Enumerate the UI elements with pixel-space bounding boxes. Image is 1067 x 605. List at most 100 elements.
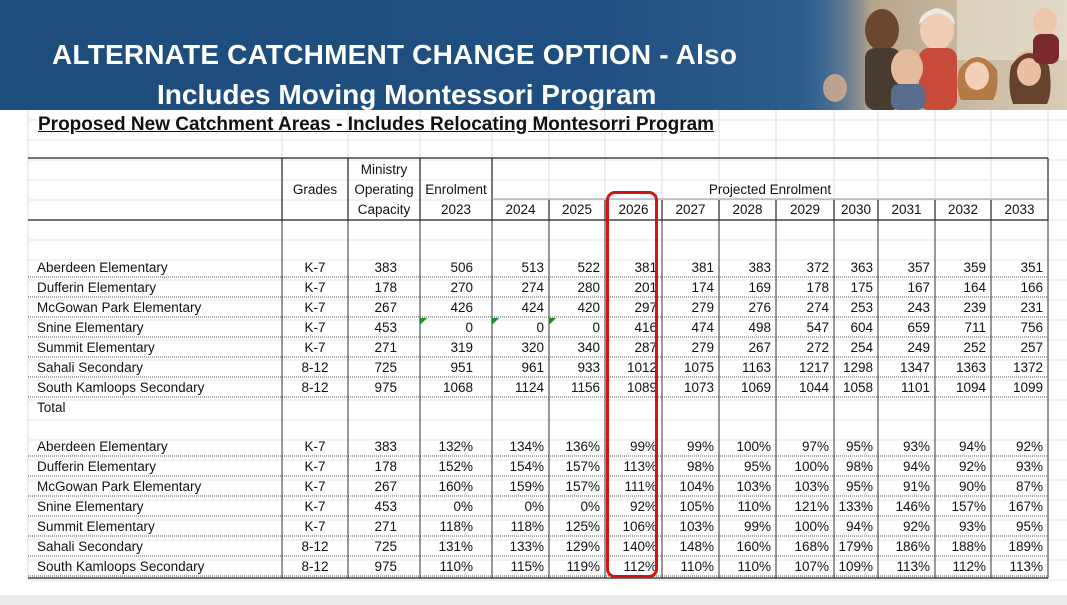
enrolment-row-value-2024: 513	[521, 260, 544, 275]
utilization-row-value-2026: 111%	[624, 479, 657, 494]
year-header-2031: 2031	[891, 202, 922, 217]
enrolment-row-value-2028: 267	[748, 340, 771, 355]
utilization-row-value-2026: 113%	[623, 459, 657, 474]
utilization-row-value-2029: 121%	[794, 499, 829, 514]
enrolment-row-enrolment-2023: 506	[450, 260, 473, 275]
enrolment-row-enrolment-2023: 270	[450, 280, 473, 295]
utilization-row-enrolment-2023: 110%	[439, 559, 473, 574]
enrolment-row-value-2024: 961	[521, 360, 544, 375]
enrolment-row-grades: K-7	[304, 300, 326, 315]
utilization-row-value-2031: 113%	[896, 559, 930, 574]
utilization-row-value-2025: 119%	[566, 559, 600, 574]
utilization-row-value-2028: 110%	[737, 559, 771, 574]
enrolment-row-enrolment-2023: 0	[465, 320, 473, 335]
enrolment-row-grades: 8-12	[301, 380, 329, 395]
enrolment-row-value-2026: 1089	[626, 380, 657, 395]
enrolment-row-value-2032: 252	[963, 340, 986, 355]
enrolment-row-value-2033: 166	[1020, 280, 1043, 295]
utilization-row-value-2027: 103%	[679, 519, 714, 534]
enrolment-row-value-2031: 659	[907, 320, 930, 335]
utilization-row-capacity: 383	[374, 439, 397, 454]
cell-flag-icon	[492, 318, 499, 325]
utilization-row-value-2026: 106%	[622, 519, 657, 534]
utilization-row-value-2031: 93%	[902, 439, 930, 454]
enrolment-header-line-2: 2023	[440, 202, 472, 217]
enrolment-row-value-2031: 357	[907, 260, 930, 275]
utilization-row-value-2025: 129%	[565, 539, 600, 554]
enrolment-row-value-2026: 381	[634, 260, 657, 275]
sheet-subtitle: Proposed New Catchment Areas - Includes …	[38, 114, 715, 135]
utilization-row-value-2027: 98%	[686, 459, 714, 474]
enrolment-row-value-2026: 287	[634, 340, 657, 355]
utilization-row-value-2027: 110%	[680, 559, 714, 574]
utilization-row-value-2029: 100%	[794, 459, 829, 474]
enrolment-row-capacity: 383	[374, 260, 397, 275]
enrolment-row-value-2025: 340	[577, 340, 600, 355]
utilization-row-value-2029: 97%	[801, 439, 829, 454]
utilization-row-value-2027: 148%	[679, 539, 714, 554]
utilization-row-grades: K-7	[304, 459, 326, 474]
utilization-row-value-2028: 103%	[736, 479, 771, 494]
enrolment-row-value-2024: 1124	[514, 380, 544, 395]
enrolment-row-value-2024: 320	[521, 340, 544, 355]
utilization-row-value-2024: 159%	[509, 479, 544, 494]
utilization-row-value-2032: 188%	[951, 539, 986, 554]
utilization-row-value-2028: 110%	[737, 499, 771, 514]
enrolment-row-value-2033: 756	[1020, 320, 1043, 335]
enrolment-row-enrolment-2023: 1068	[442, 380, 473, 395]
enrolment-row-value-2030: 175	[850, 280, 873, 295]
utilization-row-enrolment-2023: 132%	[438, 439, 473, 454]
utilization-row-value-2025: 125%	[565, 519, 600, 534]
enrolment-row-capacity: 267	[374, 300, 397, 315]
enrolment-row-school-name: Snine Elementary	[37, 320, 144, 335]
enrolment-row-value-2024: 0	[536, 320, 544, 335]
utilization-row-grades: K-7	[304, 479, 326, 494]
cell-flag-icon	[549, 318, 556, 325]
enrolment-row-value-2032: 359	[963, 260, 986, 275]
enrolment-row-value-2030: 253	[850, 300, 873, 315]
enrolment-row-value-2029: 272	[806, 340, 829, 355]
utilization-row-value-2026: 140%	[622, 539, 657, 554]
slide-footer	[0, 595, 1067, 605]
enrolment-row-enrolment-2023: 951	[450, 360, 473, 375]
utilization-row-value-2025: 136%	[565, 439, 600, 454]
utilization-row-value-2030: 95%	[845, 439, 873, 454]
enrolment-row-value-2032: 1363	[955, 360, 986, 375]
enrolment-row-grades: K-7	[304, 280, 326, 295]
utilization-row-school-name: Summit Elementary	[37, 519, 155, 534]
enrolment-row-value-2027: 174	[691, 280, 714, 295]
cell-flag-icon	[420, 318, 427, 325]
grid-lines	[27, 110, 1067, 581]
utilization-row-value-2028: 95%	[743, 459, 771, 474]
enrolment-row-value-2025: 0	[592, 320, 600, 335]
utilization-row-value-2031: 91%	[902, 479, 930, 494]
enrolment-row-value-2026: 297	[634, 300, 657, 315]
enrolment-row-value-2029: 372	[806, 260, 829, 275]
utilization-row-value-2027: 99%	[686, 439, 714, 454]
year-header-2026: 2026	[618, 202, 649, 217]
utilization-row-value-2027: 104%	[679, 479, 714, 494]
year-header-2025: 2025	[561, 202, 593, 217]
enrolment-row-school-name: Sahali Secondary	[37, 360, 143, 375]
utilization-row-school-name: Snine Elementary	[37, 499, 144, 514]
utilization-row-school-name: Dufferin Elementary	[37, 459, 157, 474]
enrolment-row-value-2033: 351	[1020, 260, 1043, 275]
enrolment-row-school-name: Summit Elementary	[37, 340, 155, 355]
enrolment-row-value-2029: 547	[806, 320, 829, 335]
utilization-row-value-2028: 99%	[743, 519, 771, 534]
enrolment-row-value-2028: 1163	[741, 360, 771, 375]
enrolment-row-value-2031: 243	[907, 300, 930, 315]
utilization-row-capacity: 725	[374, 539, 397, 554]
enrolment-header-line-1: Enrolment	[425, 182, 487, 197]
enrolment-row-capacity: 178	[374, 280, 397, 295]
enrolment-row-value-2027: 1075	[683, 360, 714, 375]
utilization-row-value-2030: 94%	[845, 519, 873, 534]
enrolment-row-capacity: 453	[374, 320, 397, 335]
enrolment-row-value-2027: 279	[691, 340, 714, 355]
utilization-row-capacity: 975	[374, 559, 397, 574]
utilization-row-value-2030: 179%	[838, 539, 873, 554]
utilization-row-value-2031: 146%	[895, 499, 930, 514]
year-header-2030: 2030	[840, 202, 872, 217]
utilization-row-value-2030: 95%	[845, 479, 873, 494]
utilization-row-value-2026: 112%	[623, 559, 657, 574]
